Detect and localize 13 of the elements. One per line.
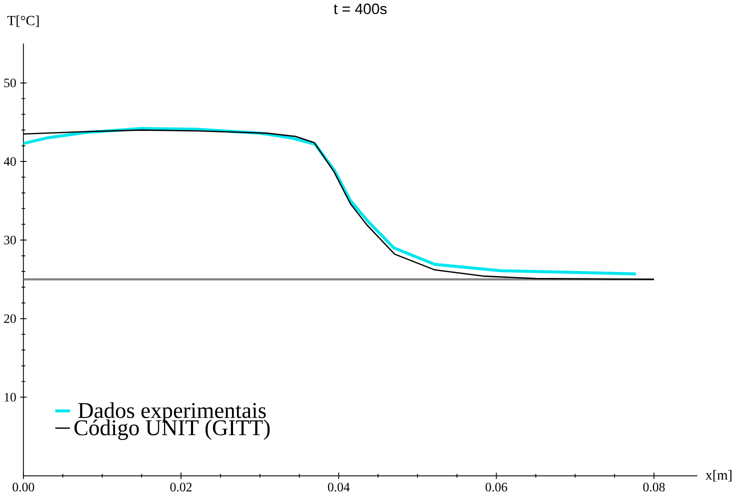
- x-tick-label: 0.02: [170, 482, 192, 492]
- y-tick-label: 20: [4, 314, 16, 323]
- y-tick-label: 30: [4, 236, 16, 244]
- y-tick-label: 10: [4, 392, 16, 402]
- x-tick-label: 0.00: [12, 482, 34, 492]
- x-axis-title: x[m]: [706, 470, 732, 482]
- y-tick-label: 50: [4, 78, 16, 88]
- y-tick-label: 40: [4, 157, 16, 166]
- chart-title: t = 400s: [334, 4, 387, 14]
- x-tick-label: 0.04: [328, 482, 350, 492]
- x-tick-label: 0.08: [643, 482, 665, 492]
- x-tick-label: 0.06: [486, 482, 508, 492]
- y-axis-title: T[°C]: [7, 15, 39, 27]
